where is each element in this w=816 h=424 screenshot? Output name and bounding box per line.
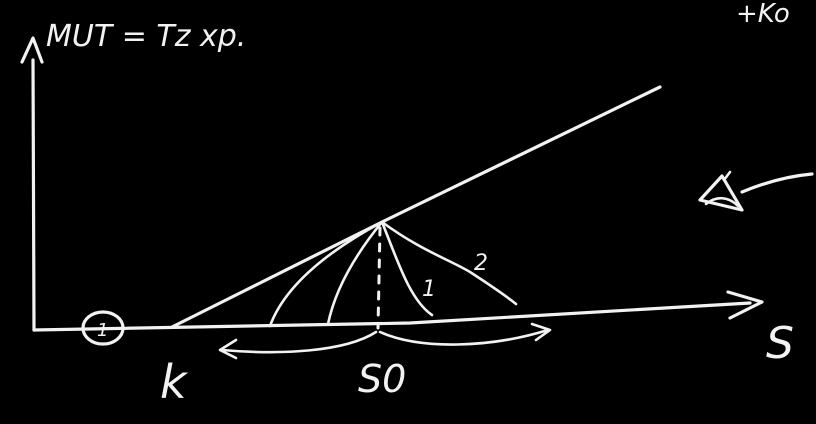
corner-text: +Ko: [736, 0, 790, 29]
curve-1-label: 1: [422, 277, 436, 302]
y-axis: [20, 36, 44, 332]
point-s0-label: S0: [358, 357, 406, 401]
right-arrow-line: [378, 328, 550, 346]
curve-left-outer: [268, 220, 384, 328]
circle-marker-ring: [81, 310, 125, 346]
eye-stroke: [722, 170, 732, 182]
curve-2: [380, 220, 518, 306]
x-axis: [32, 290, 764, 332]
eye-inner: [704, 196, 740, 208]
x-axis-label: S: [766, 318, 794, 369]
eye-sketch: [698, 170, 814, 212]
y-axis-arrowhead: [20, 36, 44, 64]
right-arrowhead: [530, 322, 552, 342]
curve-1: [380, 220, 434, 317]
diagonal-line: [170, 85, 662, 329]
apex-curves: [268, 220, 518, 330]
circle-marker-label: 1: [97, 320, 108, 341]
left-arrow-line: [220, 330, 378, 354]
eye-line: [740, 172, 814, 194]
dashed-vertical: [376, 226, 382, 330]
x-axis-line: [32, 301, 752, 332]
circle-marker: 1: [81, 310, 125, 346]
range-arrows: [218, 322, 552, 360]
eye-triangle: [698, 174, 744, 212]
curve-2-label: 2: [474, 251, 488, 276]
heading-text: MUT = Tz xp.: [46, 19, 246, 54]
left-arrowhead: [218, 338, 238, 360]
x-axis-arrowhead: [726, 290, 764, 320]
curve-left-inner: [326, 220, 384, 326]
point-k-label: k: [160, 355, 189, 409]
y-axis-line: [31, 58, 36, 332]
